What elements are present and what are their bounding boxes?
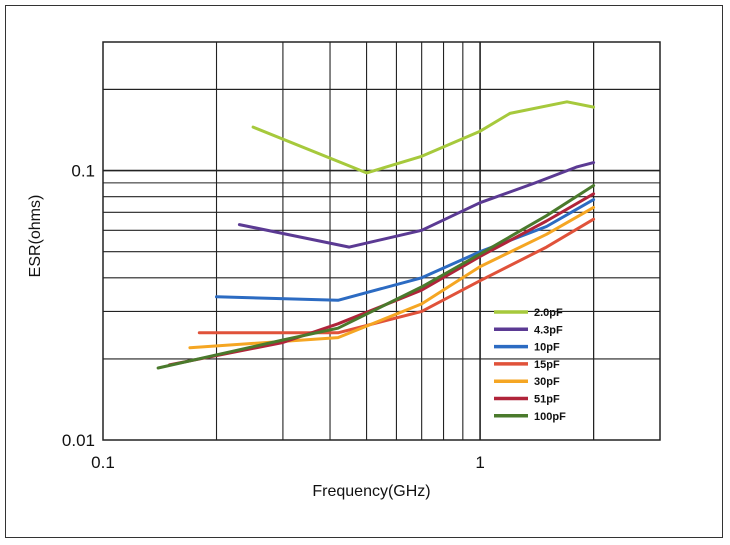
legend-label: 100pF	[534, 411, 566, 423]
tick-labels: 0.1 1 0.1 0.01	[62, 162, 485, 472]
legend-label: 10pF	[534, 342, 560, 354]
x-axis-label: Frequency(GHz)	[312, 483, 430, 500]
y-tick-label: 0.1	[71, 162, 95, 181]
series-line-30pf	[188, 205, 596, 350]
x-tick-label: 1	[475, 453, 484, 472]
legend-label: 2.0pF	[534, 307, 563, 319]
series-line-4-3pf	[237, 161, 596, 249]
series-line-100pf	[156, 184, 596, 370]
legend-label: 4.3pF	[534, 324, 563, 336]
y-tick-label: 0.01	[62, 431, 95, 450]
series-line-2-0pf	[251, 100, 596, 175]
series-layer	[156, 100, 596, 370]
legend-label: 51pF	[534, 394, 560, 406]
series-line-10pf	[215, 198, 596, 302]
legend: 2.0pF 4.3pF 10pF 15pF 30pF 51pF 100pF	[494, 307, 566, 423]
plot-area	[102, 41, 661, 441]
legend-label: 30pF	[534, 376, 560, 388]
legend-label: 15pF	[534, 359, 560, 371]
chart-frame	[5, 5, 723, 538]
x-tick-label: 0.1	[91, 453, 115, 472]
series-line-51pf	[167, 192, 596, 367]
y-axis-label: ESR(ohms)	[27, 195, 44, 278]
